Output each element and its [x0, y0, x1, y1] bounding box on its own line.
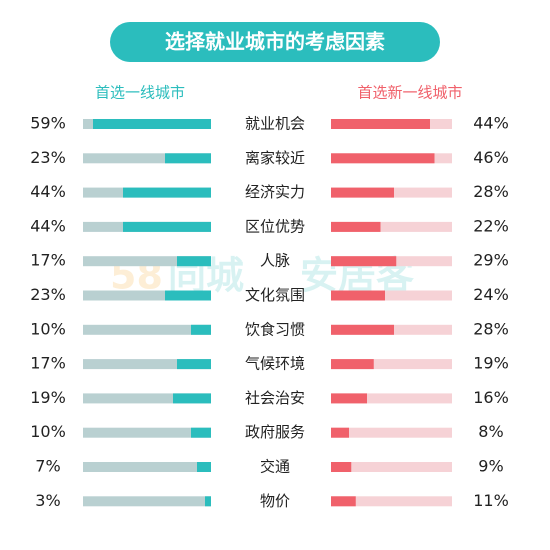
category-label: 社会治安	[245, 389, 305, 407]
bar	[123, 187, 211, 198]
bar-track	[83, 462, 211, 472]
bar	[331, 462, 352, 472]
category-label: 交通	[260, 458, 290, 476]
bar-track	[83, 496, 211, 507]
bar	[205, 496, 211, 507]
legend-left: 首选一线城市	[95, 84, 185, 102]
bar-track	[83, 427, 211, 438]
legend-right: 首选新一线城市	[357, 84, 462, 102]
value-label: 19%	[473, 354, 509, 373]
value-label: 28%	[473, 319, 509, 338]
bar	[331, 359, 374, 370]
value-label: 10%	[30, 319, 66, 338]
category-label: 人脉	[260, 252, 290, 270]
value-label: 9%	[478, 457, 503, 476]
category-label: 物价	[260, 492, 290, 510]
bar	[123, 221, 211, 232]
value-label: 8%	[478, 422, 503, 441]
bar-track	[331, 496, 452, 507]
bar-track	[331, 359, 452, 370]
bar	[165, 290, 211, 301]
bar-track	[331, 462, 452, 472]
value-label: 44%	[30, 216, 66, 235]
value-label: 19%	[30, 388, 66, 407]
value-label: 17%	[30, 251, 66, 270]
value-label: 16%	[473, 388, 509, 407]
category-label: 就业机会	[245, 115, 305, 133]
value-label: 23%	[30, 148, 66, 167]
value-label: 17%	[30, 354, 66, 373]
bar-track	[83, 256, 211, 267]
value-label: 10%	[30, 422, 66, 441]
value-label: 24%	[473, 285, 509, 304]
bar-track	[331, 290, 452, 301]
bar-track	[331, 393, 452, 404]
bar-track	[331, 221, 452, 232]
category-label: 区位优势	[245, 217, 305, 235]
category-label: 经济实力	[245, 183, 305, 201]
bar	[331, 119, 430, 129]
bar	[191, 324, 211, 335]
value-label: 28%	[473, 182, 509, 201]
bar	[165, 153, 211, 164]
bar-track	[83, 359, 211, 370]
category-label: 气候环境	[245, 355, 305, 373]
bar	[331, 324, 394, 335]
value-label: 3%	[35, 491, 60, 510]
bar	[173, 393, 211, 404]
bar	[191, 427, 211, 438]
bar	[331, 256, 397, 267]
bar-track	[83, 153, 211, 164]
value-label: 22%	[473, 216, 509, 235]
category-label: 文化氛围	[245, 286, 305, 304]
bar	[331, 290, 385, 301]
bar	[331, 153, 435, 164]
value-label: 44%	[473, 114, 509, 133]
value-label: 59%	[30, 114, 66, 133]
value-label: 23%	[30, 285, 66, 304]
value-label: 46%	[473, 148, 509, 167]
bar	[197, 462, 211, 472]
bar	[331, 496, 356, 507]
chart-title: 选择就业城市的考虑因素	[165, 30, 385, 54]
bar	[177, 256, 211, 267]
category-label: 离家较近	[245, 149, 305, 167]
value-label: 29%	[473, 251, 509, 270]
bar	[331, 393, 367, 404]
bar	[177, 359, 211, 370]
bar	[331, 221, 381, 232]
bar-track	[83, 290, 211, 301]
bar	[93, 119, 211, 129]
bar-track	[331, 427, 452, 438]
bar	[331, 187, 394, 198]
bar-track	[83, 393, 211, 404]
bar-track	[83, 324, 211, 335]
category-label: 政府服务	[245, 423, 305, 441]
value-label: 7%	[35, 457, 60, 476]
bar	[331, 427, 349, 438]
value-label: 11%	[473, 491, 509, 510]
title-pill	[110, 22, 440, 62]
category-label: 饮食习惯	[245, 320, 305, 338]
value-label: 44%	[30, 182, 66, 201]
